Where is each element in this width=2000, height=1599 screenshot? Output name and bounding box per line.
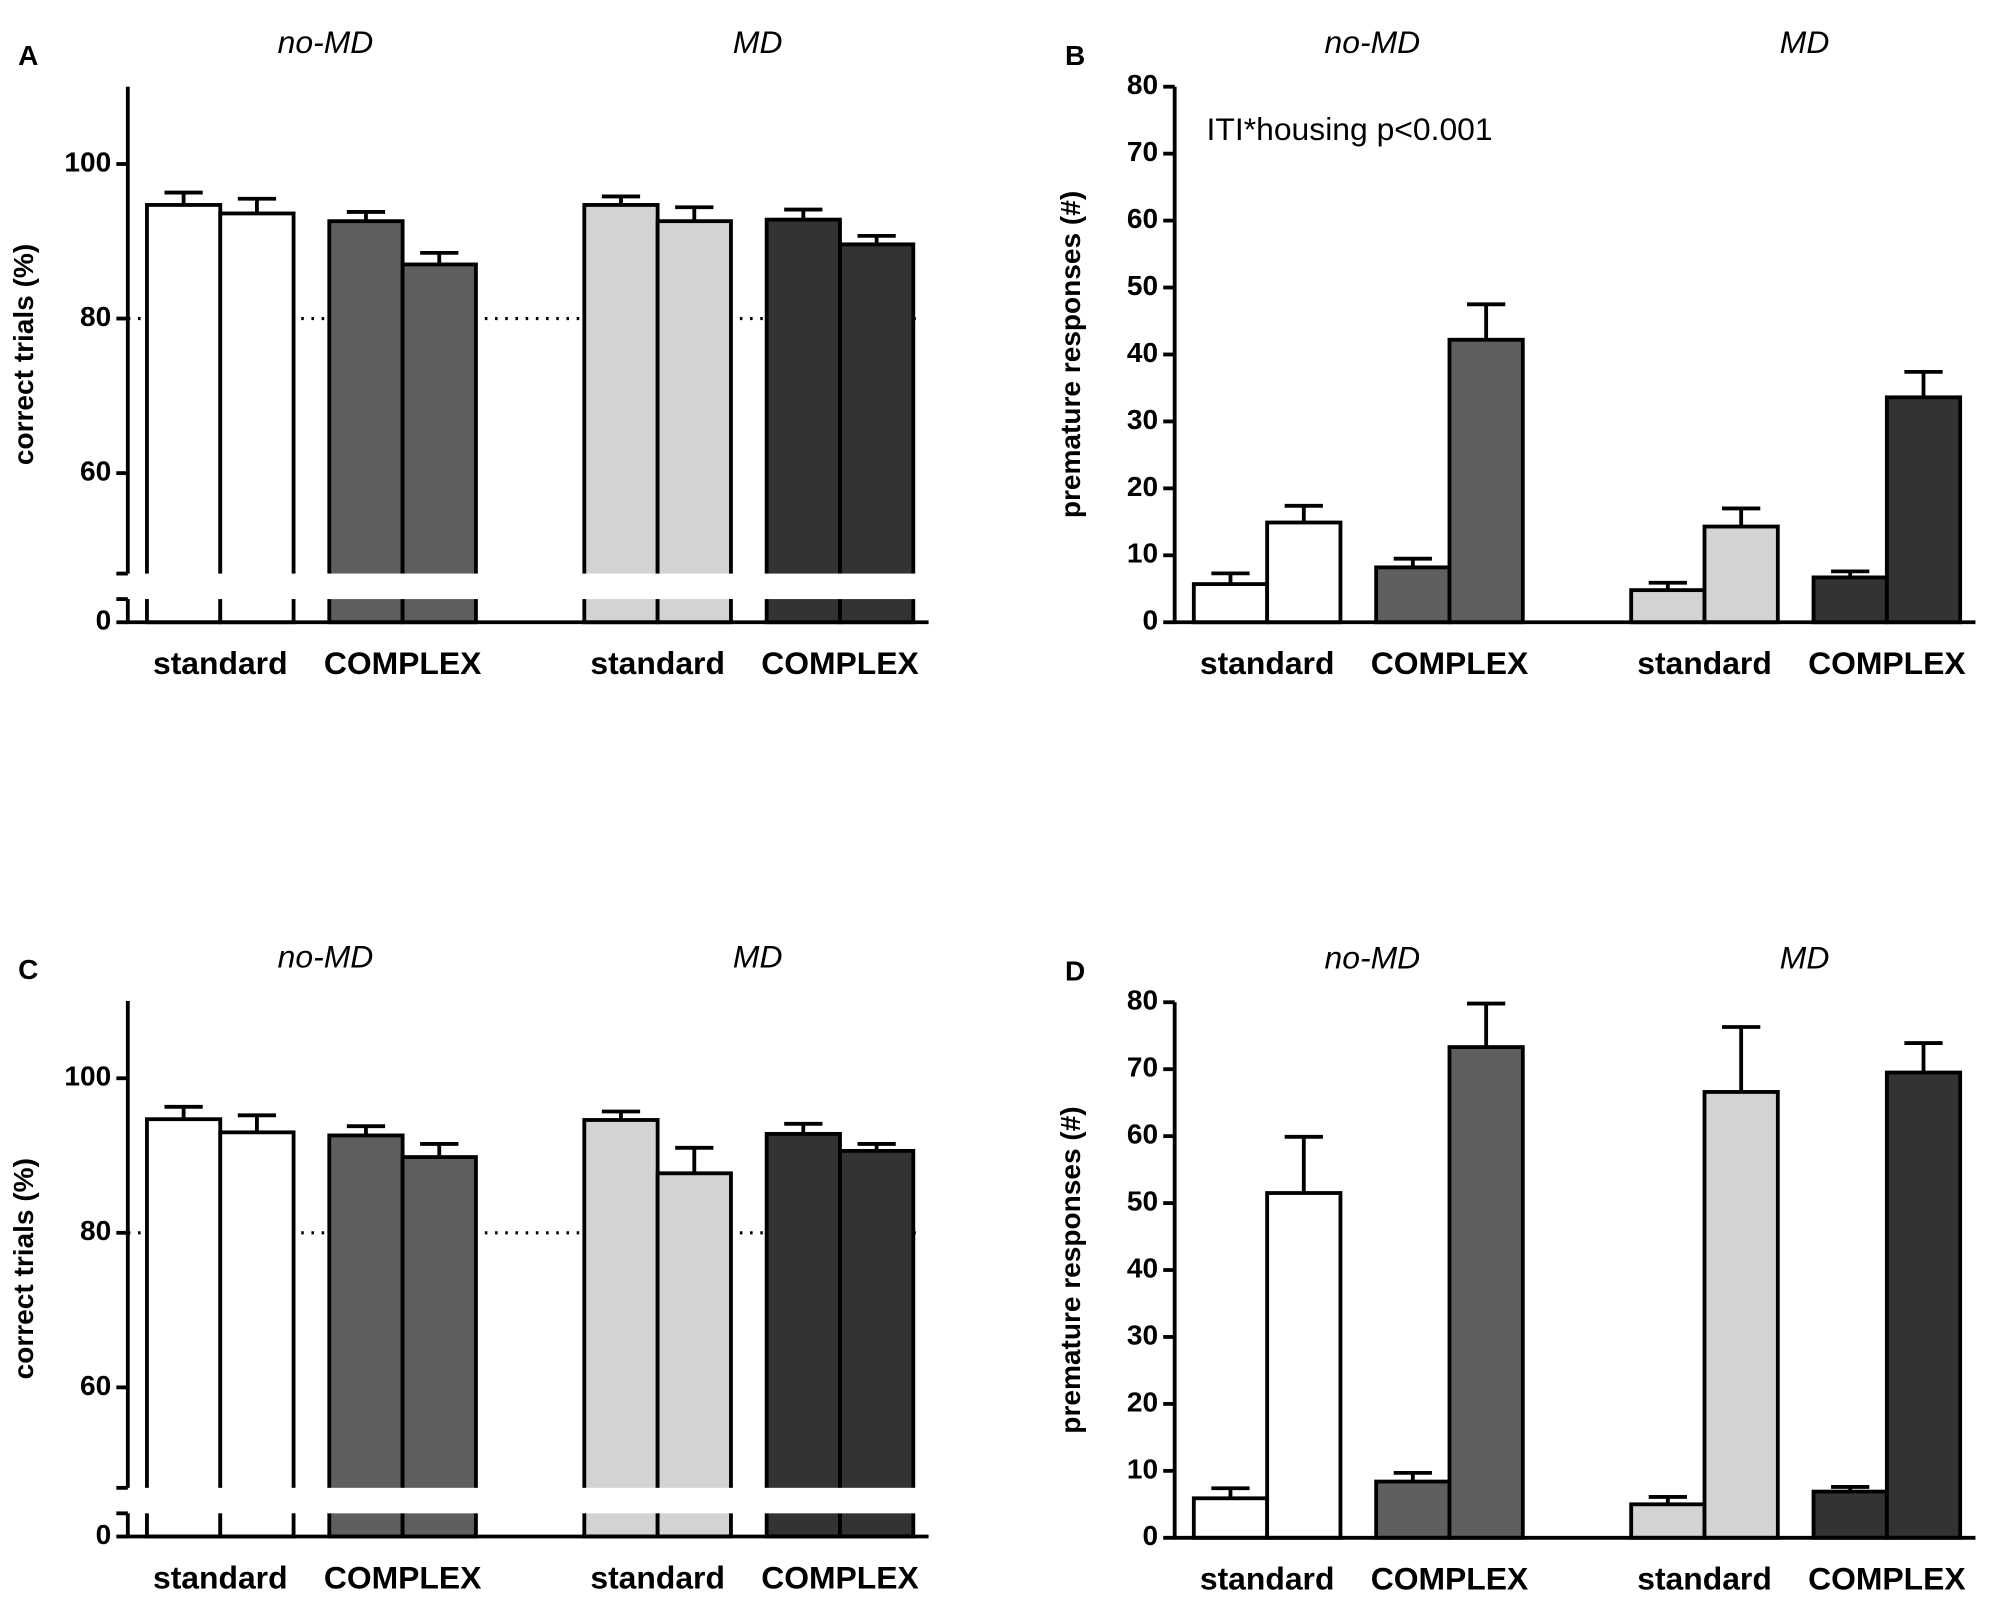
- x-tick-label: standard: [1200, 1561, 1335, 1597]
- x-tick-label: standard: [1200, 645, 1335, 681]
- y-tick-label: 80: [1127, 69, 1158, 100]
- bar: [655, 219, 733, 625]
- x-tick-label: COMPLEX: [1371, 1561, 1529, 1597]
- bar: [764, 1131, 842, 1539]
- y-tick-label: 70: [1127, 1052, 1158, 1083]
- bar: [218, 1130, 296, 1539]
- y-tick-label: 50: [1127, 270, 1158, 301]
- y-tick-label: 30: [1127, 1319, 1158, 1350]
- bar: [582, 1118, 660, 1539]
- bar: [1447, 1045, 1525, 1540]
- group-label: no-MD: [278, 938, 374, 974]
- y-tick-label: 60: [1127, 203, 1158, 234]
- y-axis-label: premature responses (#): [1055, 191, 1086, 518]
- bar: [327, 1133, 405, 1539]
- bar: [838, 242, 916, 625]
- bar: [145, 203, 223, 625]
- y-tick-label: 100: [64, 1061, 111, 1092]
- bar: [582, 203, 660, 625]
- x-tick-label: COMPLEX: [761, 1559, 919, 1595]
- x-tick-label: standard: [590, 645, 725, 681]
- y-tick-label: 70: [1127, 136, 1158, 167]
- bar: [1884, 395, 1963, 625]
- bar: [1447, 337, 1525, 625]
- panel-label: B: [1065, 40, 1085, 71]
- bar: [1811, 575, 1889, 625]
- y-tick-label: 80: [80, 1215, 111, 1246]
- bar: [218, 211, 296, 625]
- axis-break-gap: [132, 573, 934, 600]
- x-tick-label: standard: [1637, 645, 1772, 681]
- y-tick-label: 40: [1127, 1252, 1158, 1283]
- axis-break-gap: [132, 1487, 934, 1514]
- y-tick-label: 80: [80, 301, 111, 332]
- bar: [1702, 524, 1780, 625]
- y-tick-label: 80: [1127, 985, 1158, 1016]
- y-tick-label: 60: [80, 456, 111, 487]
- group-label: no-MD: [278, 24, 374, 60]
- bar: [655, 1171, 733, 1539]
- group-label: no-MD: [1325, 940, 1421, 976]
- y-tick-label: 10: [1127, 1453, 1158, 1484]
- group-label: MD: [733, 938, 783, 974]
- bar: [764, 217, 842, 625]
- bar: [1374, 565, 1452, 625]
- y-tick-label: 100: [64, 146, 111, 177]
- panel-label: A: [18, 40, 38, 71]
- y-tick-label: 0: [1143, 605, 1159, 636]
- y-tick-label: 10: [1127, 538, 1158, 569]
- y-tick-label: 60: [1127, 1119, 1158, 1150]
- x-tick-label: COMPLEX: [1371, 645, 1529, 681]
- y-tick-label: 0: [1143, 1520, 1159, 1551]
- panel-label: D: [1065, 955, 1085, 986]
- y-axis-label: correct trials (%): [8, 244, 39, 465]
- bar: [1702, 1090, 1780, 1540]
- x-tick-label: standard: [153, 1559, 288, 1595]
- x-tick-label: COMPLEX: [324, 645, 482, 681]
- x-tick-label: COMPLEX: [324, 1559, 482, 1595]
- y-tick-label: 50: [1127, 1185, 1158, 1216]
- bar: [1374, 1479, 1452, 1540]
- panel-label: C: [18, 954, 38, 985]
- x-tick-label: COMPLEX: [1808, 645, 1966, 681]
- x-tick-label: COMPLEX: [1808, 1561, 1966, 1597]
- y-tick-label: 20: [1127, 1386, 1158, 1417]
- y-tick-label: 0: [96, 1519, 112, 1550]
- bar: [838, 1148, 916, 1539]
- annotation: ITI*housing p<0.001: [1207, 111, 1493, 147]
- x-tick-label: standard: [153, 645, 288, 681]
- group-label: MD: [1780, 24, 1830, 60]
- bar: [1265, 1191, 1343, 1540]
- x-tick-label: standard: [590, 1559, 725, 1595]
- bar: [400, 262, 478, 625]
- bar: [1811, 1489, 1889, 1540]
- bar: [145, 1117, 223, 1539]
- y-tick-label: 0: [96, 605, 112, 636]
- bar: [1191, 582, 1270, 625]
- group-label: no-MD: [1325, 24, 1421, 60]
- y-axis-label: premature responses (#): [1055, 1106, 1086, 1433]
- bar: [400, 1155, 478, 1539]
- bar: [327, 219, 405, 625]
- y-tick-label: 30: [1127, 404, 1158, 435]
- bar: [1629, 588, 1707, 625]
- bar: [1629, 1502, 1707, 1540]
- group-label: MD: [733, 24, 783, 60]
- y-tick-label: 20: [1127, 471, 1158, 502]
- bar: [1265, 520, 1343, 625]
- y-tick-label: 40: [1127, 337, 1158, 368]
- y-tick-label: 60: [80, 1370, 111, 1401]
- bar: [1884, 1070, 1963, 1540]
- group-label: MD: [1780, 940, 1830, 976]
- bar: [1191, 1496, 1270, 1540]
- x-tick-label: COMPLEX: [761, 645, 919, 681]
- x-tick-label: standard: [1637, 1561, 1772, 1597]
- y-axis-label: correct trials (%): [8, 1158, 39, 1379]
